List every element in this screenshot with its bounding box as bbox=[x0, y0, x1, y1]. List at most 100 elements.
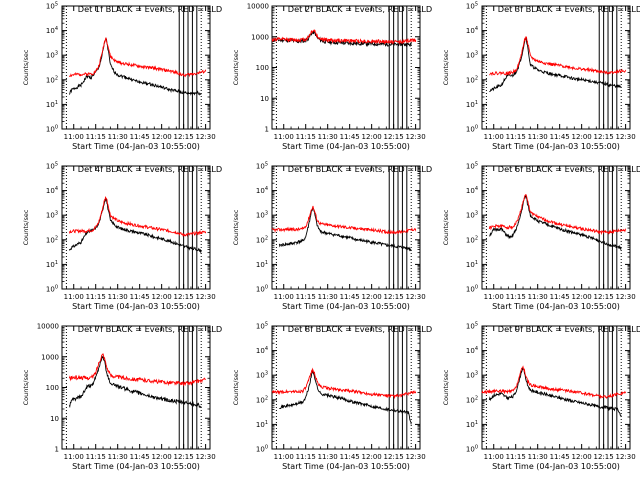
chart-panel-3: Det 3f BLACK = Events, RED = LLD Counts/s… bbox=[442, 2, 640, 152]
chart-title: Det 8f BLACK = Events, RED = LLD bbox=[288, 324, 432, 334]
y-tick-label: 1000 bbox=[41, 353, 59, 361]
series-events bbox=[278, 207, 412, 252]
series-lld bbox=[489, 36, 627, 77]
x-tick-label: 12:15 bbox=[174, 453, 194, 461]
y-axis-label: Counts/sec bbox=[22, 209, 30, 245]
x-tick-label: 12:30 bbox=[616, 293, 636, 301]
chart-title: Det 1f BLACK = Events, RED = LLD bbox=[78, 4, 222, 14]
x-tick-label: 11:45 bbox=[130, 453, 150, 461]
y-tick-label: 102 bbox=[256, 235, 268, 244]
y-tick-label: 100 bbox=[46, 125, 58, 134]
chart-title: Det 4f BLACK = Events, RED = LLD bbox=[78, 164, 222, 174]
x-tick-label: 11:30 bbox=[528, 133, 548, 141]
x-tick-label: 11:15 bbox=[296, 453, 316, 461]
y-axis-label: Counts/sec bbox=[232, 369, 240, 405]
y-tick-label: 102 bbox=[46, 235, 58, 244]
y-tick-label: 102 bbox=[466, 395, 478, 404]
x-tick-label: 12:30 bbox=[196, 293, 216, 301]
y-tick-label: 101 bbox=[466, 260, 478, 269]
x-tick-label: 11:45 bbox=[340, 453, 360, 461]
y-tick-label: 104 bbox=[256, 186, 268, 195]
y-tick-label: 101 bbox=[256, 260, 268, 269]
chart-title: Det 6f BLACK = Events, RED = LLD bbox=[498, 164, 640, 174]
plot-frame bbox=[271, 325, 421, 450]
x-axis-label: Start Time (04-Jan-03 10:55:00) bbox=[282, 462, 410, 471]
chart-panel-6: Det 6f BLACK = Events, RED = LLD Counts/s… bbox=[442, 162, 640, 312]
series-lld bbox=[271, 28, 417, 45]
series-lld bbox=[68, 195, 207, 238]
y-tick-label: 102 bbox=[466, 75, 478, 84]
x-axis-label: Start Time (04-Jan-03 10:55:00) bbox=[492, 302, 620, 311]
y-tick-label: 104 bbox=[46, 186, 58, 195]
y-tick-label: 102 bbox=[466, 235, 478, 244]
y-tick-label: 100 bbox=[466, 285, 478, 294]
y-tick-label: 104 bbox=[46, 26, 58, 35]
chart-title: Det 5f BLACK = Events, RED = LLD bbox=[288, 164, 432, 174]
series-lld bbox=[481, 365, 627, 400]
y-tick-label: 105 bbox=[256, 162, 268, 171]
x-axis-label: Start Time (04-Jan-03 10:55:00) bbox=[282, 302, 410, 311]
x-tick-label: 11:30 bbox=[318, 453, 338, 461]
y-tick-label: 105 bbox=[466, 2, 478, 11]
x-tick-label: 11:30 bbox=[318, 133, 338, 141]
x-tick-label: 12:15 bbox=[174, 133, 194, 141]
x-axis-label: Start Time (04-Jan-03 10:55:00) bbox=[282, 142, 410, 151]
chart-panel-8: Det 8f BLACK = Events, RED = LLD Counts/s… bbox=[232, 322, 432, 472]
series-lld bbox=[271, 367, 417, 400]
series-lld bbox=[68, 353, 207, 387]
plot-frame bbox=[271, 165, 421, 290]
chart-panel-7: Det 7f BLACK = Events, RED = LLD Counts/s… bbox=[22, 323, 222, 472]
y-tick-label: 100 bbox=[466, 445, 478, 454]
y-tick-label: 10 bbox=[260, 95, 269, 103]
x-tick-label: 12:00 bbox=[572, 133, 592, 141]
x-tick-label: 11:15 bbox=[86, 133, 106, 141]
x-tick-label: 12:00 bbox=[152, 453, 172, 461]
x-tick-label: 12:00 bbox=[152, 293, 172, 301]
x-tick-label: 12:00 bbox=[362, 453, 382, 461]
series-events bbox=[68, 37, 202, 96]
chart-title: Det 3f BLACK = Events, RED = LLD bbox=[498, 4, 640, 14]
y-axis-label: Counts/sec bbox=[22, 369, 30, 405]
x-tick-label: 11:30 bbox=[318, 293, 338, 301]
x-tick-label: 11:00 bbox=[64, 453, 84, 461]
y-tick-label: 105 bbox=[46, 162, 58, 171]
chart-panel-9: Det 9f BLACK = Events, RED = LLD Counts/s… bbox=[442, 322, 640, 472]
x-tick-label: 11:00 bbox=[484, 453, 504, 461]
x-tick-label: 11:00 bbox=[64, 133, 84, 141]
y-tick-label: 103 bbox=[46, 211, 58, 220]
x-tick-label: 12:00 bbox=[572, 453, 592, 461]
chart-title: Det 9f BLACK = Events, RED = LLD bbox=[498, 324, 640, 334]
x-tick-label: 11:15 bbox=[506, 293, 526, 301]
y-tick-label: 102 bbox=[46, 75, 58, 84]
x-tick-label: 11:45 bbox=[550, 293, 570, 301]
y-tick-label: 105 bbox=[466, 162, 478, 171]
x-tick-label: 12:00 bbox=[362, 293, 382, 301]
plot-frame bbox=[481, 325, 631, 450]
series-lld bbox=[271, 205, 417, 235]
chart-title: Det 2f BLACK = Events, RED = LLD bbox=[288, 4, 432, 14]
series-events bbox=[489, 36, 622, 93]
series-lld bbox=[488, 194, 627, 236]
x-tick-label: 11:30 bbox=[108, 293, 128, 301]
y-tick-label: 103 bbox=[256, 211, 268, 220]
x-tick-label: 11:15 bbox=[86, 453, 106, 461]
x-tick-label: 11:00 bbox=[274, 453, 294, 461]
plot-frame bbox=[481, 5, 631, 130]
y-tick-label: 103 bbox=[466, 211, 478, 220]
series-events bbox=[68, 355, 202, 409]
y-axis-label: Counts/sec bbox=[442, 49, 450, 85]
y-axis-label: Counts/sec bbox=[22, 49, 30, 85]
x-tick-label: 11:00 bbox=[274, 293, 294, 301]
y-tick-label: 105 bbox=[466, 322, 478, 331]
plot-frame bbox=[61, 165, 211, 290]
y-tick-label: 1 bbox=[265, 126, 269, 134]
x-tick-label: 12:15 bbox=[384, 133, 404, 141]
y-tick-label: 1 bbox=[55, 446, 59, 454]
chart-panel-2: Det 2f BLACK = Events, RED = LLD Counts/s… bbox=[232, 3, 432, 152]
x-tick-label: 12:00 bbox=[152, 133, 172, 141]
x-tick-label: 11:15 bbox=[296, 293, 316, 301]
y-tick-label: 101 bbox=[46, 260, 58, 269]
x-axis-label: Start Time (04-Jan-03 10:55:00) bbox=[492, 462, 620, 471]
y-tick-label: 101 bbox=[466, 420, 478, 429]
